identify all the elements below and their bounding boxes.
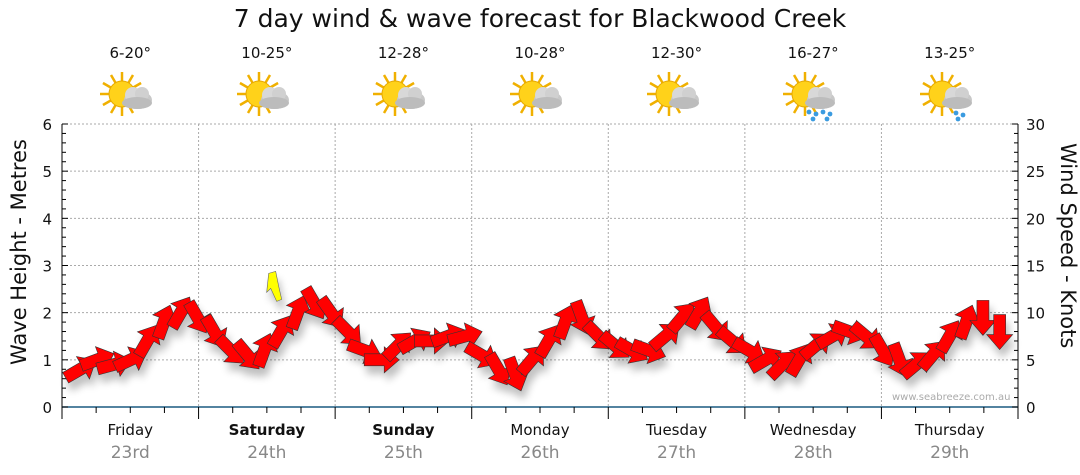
day-temp-range: 6-20°	[109, 44, 152, 62]
day-date: 26th	[520, 443, 560, 463]
day-date: 25th	[383, 443, 423, 463]
wind-arrow	[969, 300, 997, 336]
day-date: 29th	[930, 443, 970, 463]
day-temp-range: 12-28°	[377, 44, 429, 62]
day-date: 27th	[657, 443, 697, 463]
partly-cloudy-icon	[646, 70, 707, 124]
day-date: 23rd	[110, 443, 150, 463]
day-name: Tuesday	[646, 421, 708, 439]
day-temp-range: 10-25°	[241, 44, 293, 62]
partly-cloudy-icon	[510, 70, 570, 124]
y-tick-label-right: 10	[1026, 305, 1045, 323]
day-name: Wednesday	[769, 421, 857, 439]
partly-cloudy-icon	[373, 70, 433, 124]
day-temp-range: 13-25°	[924, 44, 976, 62]
gust-marker	[266, 270, 283, 302]
y-tick-label-right: 0	[1026, 399, 1036, 417]
right-axis-label: Wind Speed - Knots	[1056, 143, 1080, 349]
day-name: Friday	[107, 421, 154, 439]
showers-icon	[783, 70, 843, 124]
day-temp-range: 12-30°	[651, 44, 703, 62]
y-tick-label-left: 3	[42, 258, 52, 276]
partly-cloudy-icon	[236, 70, 297, 124]
wind-arrow	[285, 295, 312, 332]
wind-arrow	[231, 337, 260, 370]
chart-title: 7 day wind & wave forecast for Blackwood…	[233, 4, 847, 33]
day-temp-range: 10-28°	[514, 44, 566, 62]
wind-arrow	[954, 304, 980, 341]
left-axis-label: Wave Height - Metres	[7, 139, 31, 365]
y-tick-label-left: 6	[42, 116, 52, 134]
wind-arrow	[684, 296, 712, 331]
light-showers-icon	[919, 70, 980, 124]
y-tick-label-right: 20	[1026, 210, 1045, 228]
y-tick-label-right: 25	[1026, 163, 1045, 181]
day-name: Thursday	[914, 421, 985, 439]
y-tick-label-left: 4	[42, 210, 52, 228]
y-tick-label-right: 5	[1026, 352, 1036, 370]
wind-arrow	[446, 322, 483, 349]
day-name: Monday	[510, 421, 570, 439]
day-name: Saturday	[228, 421, 306, 439]
wind-arrow	[648, 324, 680, 353]
y-tick-label-left: 2	[42, 305, 52, 323]
day-temp-range: 16-27°	[787, 44, 839, 62]
y-tick-label-left: 1	[42, 352, 52, 370]
y-tick-label-left: 0	[42, 399, 52, 417]
partly-cloudy-icon	[100, 70, 160, 124]
day-name: Sunday	[372, 421, 435, 439]
y-tick-label-right: 30	[1026, 116, 1045, 134]
y-tick-label-right: 15	[1026, 258, 1045, 276]
wind-arrow	[484, 351, 512, 386]
wind-arrow	[985, 314, 1014, 350]
day-date: 24th	[247, 443, 287, 463]
watermark: www.seabreeze.com.au	[892, 392, 1011, 403]
day-date: 28th	[793, 443, 833, 463]
y-tick-label-left: 5	[42, 163, 52, 181]
